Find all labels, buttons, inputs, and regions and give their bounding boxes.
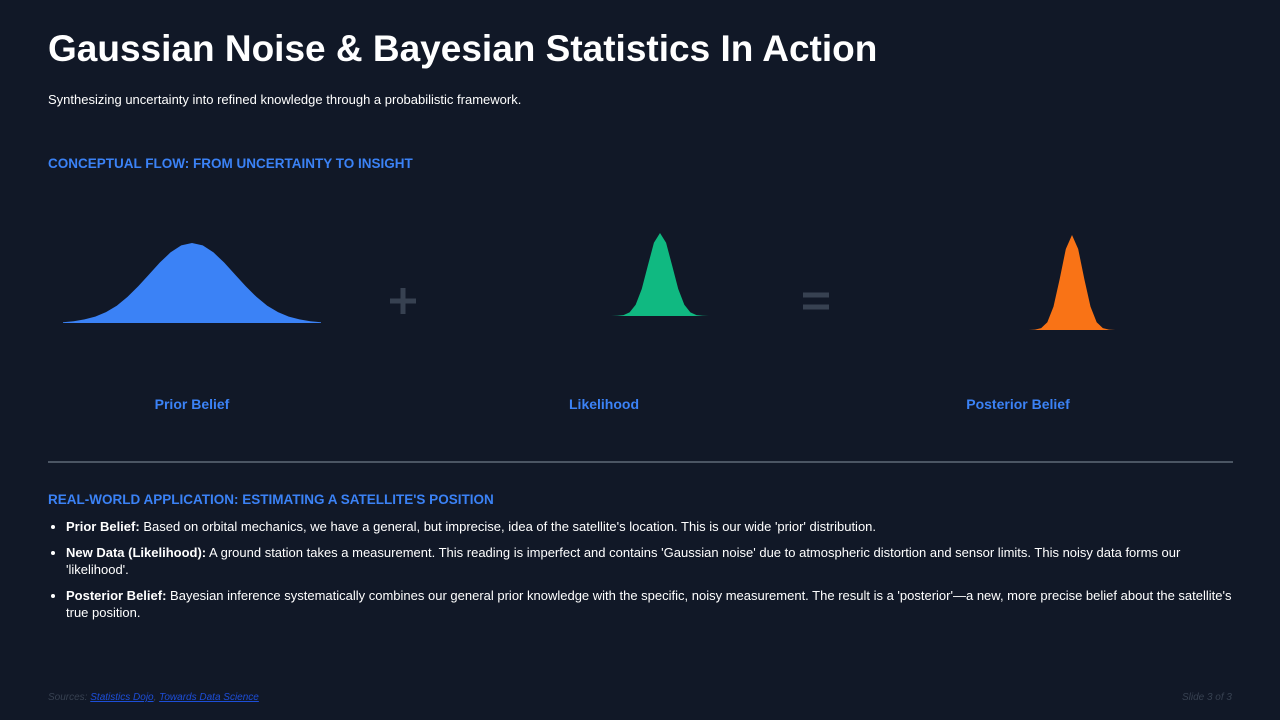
subtitle: Synthesizing uncertainty into refined kn… xyxy=(48,92,522,107)
bullet-list: Prior Belief: Based on orbital mechanics… xyxy=(48,518,1241,630)
section-heading: REAL-WORLD APPLICATION: ESTIMATING A SAT… xyxy=(48,492,494,507)
flow-charts: Prior Belief Likelihood Posterior Belief xyxy=(63,233,1146,412)
density-area xyxy=(998,235,1146,330)
bullet-text: A ground station takes a measurement. Th… xyxy=(66,544,1181,578)
bullet: New Data (Likelihood): A ground station … xyxy=(66,544,1241,579)
bullet-text: Bayesian inference systematically combin… xyxy=(66,587,1232,621)
bullet-label: Prior Belief: xyxy=(66,519,140,534)
title: Gaussian Noise & Bayesian Statistics In … xyxy=(48,28,878,69)
slide-number: Slide 3 of 3 xyxy=(1181,692,1232,703)
divider xyxy=(48,461,1233,463)
bullet-label: Posterior Belief: xyxy=(66,587,167,603)
section-heading: CONCEPTUAL FLOW: FROM UNCERTAINTY TO INS… xyxy=(48,156,413,171)
equals-sign xyxy=(803,292,829,310)
bullet-label: New Data (Likelihood): xyxy=(66,544,207,560)
bullet-text: Based on orbital mechanics, we have a ge… xyxy=(143,519,877,534)
chart-label: Prior Belief xyxy=(155,396,230,412)
density-area xyxy=(587,233,733,316)
plus-sign xyxy=(390,288,416,314)
bullet: Posterior Belief: Bayesian inference sys… xyxy=(66,587,1241,622)
sources: Sources: Statistics Dojo, Towards Data S… xyxy=(48,692,259,703)
chart-label: Likelihood xyxy=(569,396,639,412)
sources-label: Sources: xyxy=(48,692,88,703)
bullet: Prior Belief: Based on orbital mechanics… xyxy=(66,518,1241,536)
source-link[interactable]: Towards Data Science xyxy=(159,692,259,703)
density-area xyxy=(63,243,321,323)
source-link[interactable]: Statistics Dojo xyxy=(90,692,154,703)
chart-label: Posterior Belief xyxy=(966,396,1070,412)
